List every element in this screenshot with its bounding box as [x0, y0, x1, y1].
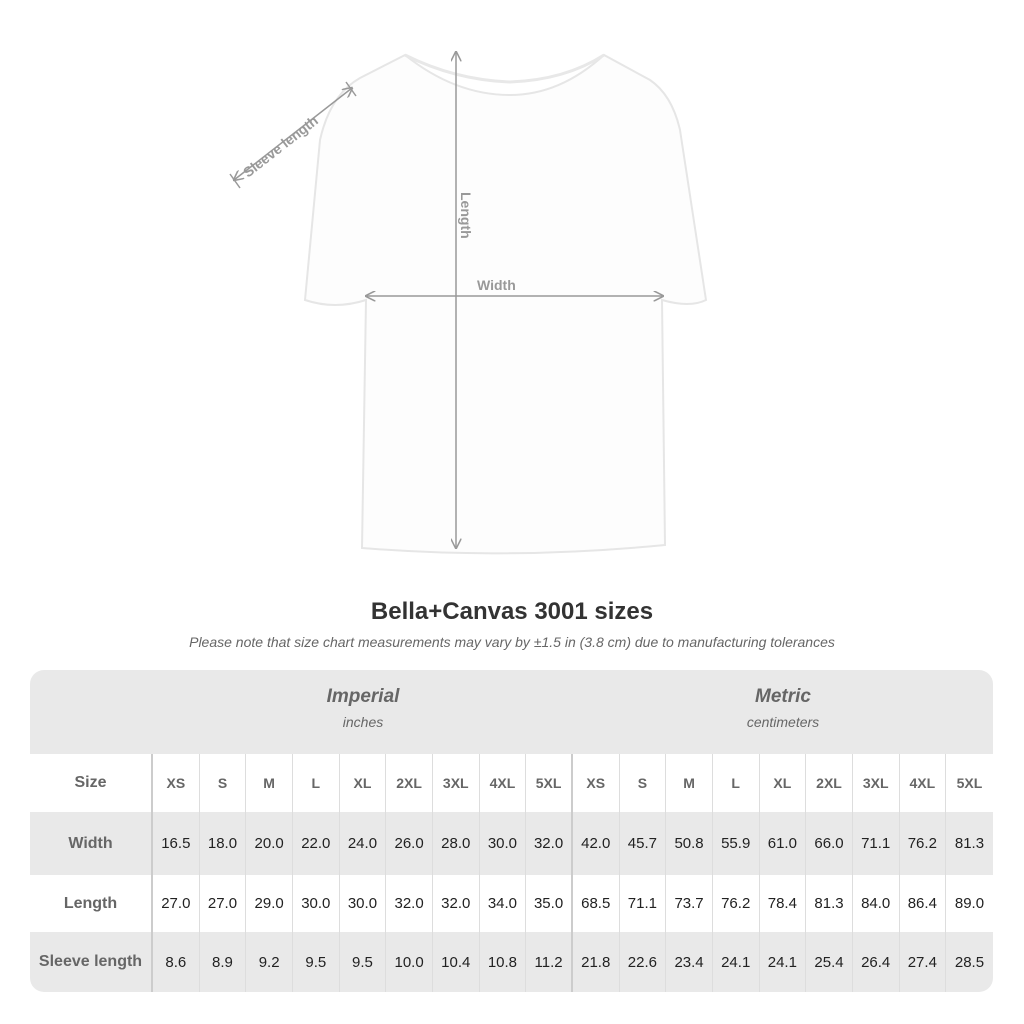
size-header-cell: 2XL — [806, 754, 853, 812]
size-header-cell: 2XL — [386, 754, 433, 812]
size-header-cell: 4XL — [480, 754, 527, 812]
size-header-cell: 4XL — [900, 754, 947, 812]
value-cell: 25.4 — [806, 932, 853, 992]
value-cell: 30.0 — [480, 812, 527, 875]
value-cell: 32.0 — [526, 812, 573, 875]
metric-group: Metric centimeters — [573, 686, 993, 730]
value-cell: 71.1 — [853, 812, 900, 875]
value-cell: 21.8 — [573, 932, 620, 992]
value-cell: 9.5 — [293, 932, 340, 992]
row-label: Width — [30, 812, 153, 875]
sleeve-length-label: Sleeve length — [240, 112, 321, 180]
value-cell: 32.0 — [386, 875, 433, 932]
length-label: Length — [458, 192, 474, 239]
value-cell: 27.0 — [153, 875, 200, 932]
value-cell: 34.0 — [480, 875, 527, 932]
value-cell: 45.7 — [620, 812, 667, 875]
imperial-group: Imperial inches — [153, 686, 573, 730]
table-row: Sleeve length 8.6 8.9 9.2 9.5 9.5 10.0 10.4 10.8… — [30, 932, 993, 992]
value-cell: 18.0 — [200, 812, 247, 875]
value-cell: 22.6 — [620, 932, 667, 992]
value-cell: 42.0 — [573, 812, 620, 875]
row-label: Length — [30, 875, 153, 932]
value-cell: 10.4 — [433, 932, 480, 992]
value-cell: 35.0 — [526, 875, 573, 932]
size-header-cell: M — [666, 754, 713, 812]
size-header-cell: L — [713, 754, 760, 812]
value-cell: 81.3 — [806, 875, 853, 932]
size-header-cell: 3XL — [853, 754, 900, 812]
value-cell: 78.4 — [760, 875, 807, 932]
value-cell: 50.8 — [666, 812, 713, 875]
value-cell: 11.2 — [526, 932, 573, 992]
value-cell: 81.3 — [954, 835, 985, 852]
size-header-cell: S — [200, 754, 247, 812]
size-header-cell: 5XL — [956, 775, 983, 791]
value-cell: 8.9 — [200, 932, 247, 992]
tolerance-note: Please note that size chart measurements… — [189, 634, 835, 650]
tshirt-shape — [303, 53, 708, 555]
value-cell: 76.2 — [713, 875, 760, 932]
metric-unit: centimeters — [746, 714, 820, 730]
sleeve-measure-line — [234, 88, 352, 180]
size-header-cell: XL — [760, 754, 807, 812]
value-cell: 30.0 — [340, 875, 387, 932]
value-cell: 22.0 — [293, 812, 340, 875]
value-cell: 68.5 — [573, 875, 620, 932]
imperial-title: Imperial — [326, 686, 400, 707]
width-label: Width — [477, 277, 516, 293]
value-cell: 16.5 — [153, 812, 200, 875]
size-header-cell: S — [620, 754, 667, 812]
chart-title: Bella+Canvas 3001 sizes — [370, 598, 654, 625]
value-cell: 9.5 — [340, 932, 387, 992]
size-header-cell: XS — [153, 754, 200, 812]
value-cell: 76.2 — [900, 812, 947, 875]
imperial-unit: inches — [342, 714, 384, 730]
value-cell: 10.8 — [480, 932, 527, 992]
table-row: Length 27.0 27.0 29.0 30.0 30.0 32.0 32.0 34.0 35… — [30, 875, 993, 932]
value-cell: 28.5 — [954, 953, 985, 971]
row-label: Size — [30, 754, 153, 812]
size-header-cell: L — [293, 754, 340, 812]
value-cell: 86.4 — [900, 875, 947, 932]
row-label: Sleeve length — [30, 932, 153, 992]
size-header-cell: XS — [573, 754, 620, 812]
value-cell: 29.0 — [246, 875, 293, 932]
value-cell: 8.6 — [153, 932, 200, 992]
size-header-cell: 5XL — [526, 754, 573, 812]
value-cell: 27.0 — [200, 875, 247, 932]
value-cell: 23.4 — [666, 932, 713, 992]
metric-title: Metric — [755, 686, 811, 707]
value-cell: 28.0 — [433, 812, 480, 875]
value-cell: 20.0 — [246, 812, 293, 875]
tshirt-diagram: Sleeve length Length Width — [229, 0, 708, 555]
size-header-cell: XL — [340, 754, 387, 812]
value-cell: 26.0 — [386, 812, 433, 875]
table-row: Width 16.5 18.0 20.0 22.0 24.0 26.0 28.0 30.0 32.… — [30, 812, 993, 875]
value-cell: 61.0 — [760, 812, 807, 875]
value-cell: 24.0 — [340, 812, 387, 875]
size-header-row: Size XS S M L XL 2XL 3XL 4XL 5XL XS S M L XL 2XL 3XL 4XL 5… — [30, 754, 993, 812]
size-header-cell: 3XL — [433, 754, 480, 812]
value-cell: 24.1 — [713, 932, 760, 992]
value-cell: 10.0 — [386, 932, 433, 992]
value-cell: 73.7 — [666, 875, 713, 932]
value-cell: 26.4 — [853, 932, 900, 992]
size-table: Imperial inches Metric centimeters Size X… — [30, 670, 993, 992]
value-cell: 32.0 — [433, 875, 480, 932]
value-cell: 27.4 — [900, 932, 947, 992]
value-cell: 9.2 — [246, 932, 293, 992]
value-cell: 24.1 — [760, 932, 807, 992]
value-cell: 30.0 — [293, 875, 340, 932]
value-cell: 55.9 — [713, 812, 760, 875]
unit-header: Imperial inches Metric centimeters — [30, 670, 993, 754]
value-cell: 89.0 — [954, 895, 985, 912]
value-cell: 84.0 — [853, 875, 900, 932]
value-cell: 71.1 — [620, 875, 667, 932]
size-header-cell: M — [246, 754, 293, 812]
value-cell: 66.0 — [806, 812, 853, 875]
